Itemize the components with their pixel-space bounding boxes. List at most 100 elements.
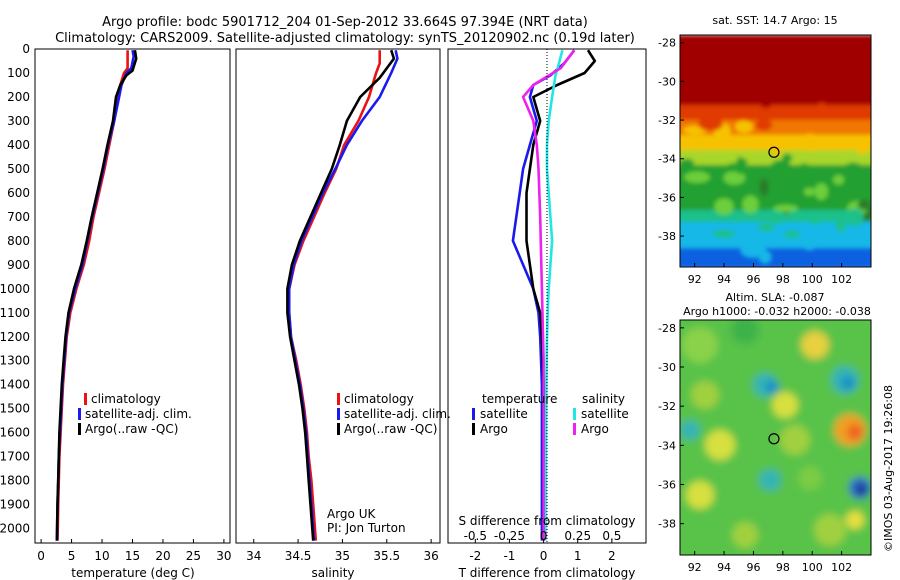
depth-tick-label: 1300 [0, 354, 30, 368]
s-diff-tick-label: 0.25 [564, 529, 591, 543]
s-difference-ticks: -0.5 -0.25 0 0.25 0.5 [464, 529, 622, 543]
series-line-argo [521, 49, 576, 541]
sla-eddy [798, 466, 822, 490]
sst-patch [755, 119, 773, 131]
map-x-tick-label: 94 [717, 561, 731, 574]
sst-patch [743, 105, 754, 122]
x-tick-label: 10 [94, 549, 109, 563]
depth-tick-label: 900 [7, 258, 30, 272]
sla-eddy [841, 376, 855, 390]
legend-swatch-s-argo [573, 423, 576, 435]
depth-tick-label: 300 [7, 114, 30, 128]
legend-label-climatology: climatology [344, 392, 414, 406]
map-y-tick-label: -38 [658, 518, 676, 531]
legend-swatch-argo [337, 423, 340, 435]
sst-band [680, 248, 871, 267]
figure-title: Argo profile: bodc 5901712_204 01-Sep-20… [102, 15, 588, 30]
map-y-tick-label: -36 [658, 191, 676, 204]
sla-field [680, 320, 871, 555]
x-tick-label: -1 [503, 549, 515, 563]
series-line-satellite-adj-clim- [55, 49, 135, 541]
sla-eddy [759, 469, 781, 491]
temperature-xticks: 0 5 10 15 20 25 30 [37, 539, 232, 563]
sla-eddy [765, 380, 779, 394]
series-line-satellite-adj-clim- [287, 49, 399, 541]
series-line-satellite [544, 49, 564, 541]
map-x-tick-label: 98 [776, 273, 790, 286]
sst-field [680, 35, 871, 267]
sst-map-frame [679, 34, 872, 268]
salinity-lines [286, 49, 399, 541]
sst-patch [743, 77, 766, 93]
series-line-argo-raw-qc- [286, 49, 396, 541]
series-line-argo [525, 49, 597, 541]
x-tick-label: 35 [335, 549, 350, 563]
difference-axes-frame [447, 48, 647, 544]
sla-eddy [686, 481, 714, 509]
sst-patch [841, 78, 862, 91]
depth-tick-label: 1500 [0, 402, 30, 416]
sla-map-title: Altim. SLA: -0.087 [725, 291, 824, 304]
sst-map-panel: sat. SST: 14.7 Argo: 15 92 94 96 98 100 102 -2… [658, 14, 872, 286]
depth-tick-label: 200 [7, 90, 30, 104]
legend-label-satellite: satellite-adj. clim. [85, 407, 192, 421]
sla-eddy [780, 425, 810, 455]
sst-patch [680, 137, 693, 149]
sst-patch [815, 136, 835, 145]
sst-patch [726, 162, 741, 172]
temperature-panel: 0100200300400500600700800900100011001200… [0, 42, 232, 580]
sst-patch [714, 198, 734, 215]
series-line-climatology [56, 50, 129, 541]
sla-eddy [801, 331, 829, 359]
sst-band [680, 150, 871, 167]
depth-tick-label: 1100 [0, 306, 30, 320]
legend-label-t-satellite: satellite [480, 407, 528, 421]
x-tick-label: 0 [540, 549, 548, 563]
sla-map-panel: Altim. SLA: -0.087 Argo h1000: -0.032 h2… [658, 291, 872, 574]
x-tick-label: 34.5 [285, 549, 312, 563]
x-tick-label: 20 [155, 549, 170, 563]
sst-map-title: sat. SST: 14.7 Argo: 15 [712, 14, 837, 27]
sst-band [680, 165, 871, 212]
sst-patch [773, 204, 798, 212]
map-x-tick-label: 102 [831, 273, 852, 286]
legend-swatch-climatology [337, 393, 340, 405]
legend-header-temperature: temperature [482, 392, 557, 406]
legend-label-s-argo: Argo [581, 422, 609, 436]
depth-tick-labels: 0 100 200 300 400 500 600 700 800 900 1000 1100 1200… [0, 42, 30, 536]
legend-swatch-satellite [78, 408, 81, 420]
sla-eddy [814, 514, 846, 546]
sst-patch [742, 195, 759, 214]
sla-eddy [680, 420, 700, 440]
sst-patch [803, 187, 815, 196]
sla-eddy [705, 430, 735, 460]
sst-patch [738, 158, 748, 166]
sla-map-ticks: 92 94 96 98 100 102 -28 -30 -32 -34 -36 -38 [658, 322, 852, 574]
sla-eddy [772, 392, 798, 418]
sst-patch [832, 174, 845, 185]
s-diff-tick-label: 0 [540, 529, 548, 543]
sst-patch [699, 68, 715, 86]
x-tick-label: 1 [574, 549, 582, 563]
sst-patch [766, 87, 779, 99]
legend-label-argo: Argo(..raw -QC) [344, 422, 437, 436]
sst-patch [802, 79, 829, 94]
map-y-tick-label: -30 [658, 75, 676, 88]
difference-xticks: -2 -1 0 1 2 [469, 539, 616, 563]
sst-patch [841, 139, 860, 147]
sst-patch [857, 199, 871, 210]
series-line-climatology [287, 50, 382, 541]
sst-patch [740, 241, 766, 258]
salinity-legend: climatology satellite-adj. clim. Argo(..… [337, 392, 451, 436]
depth-tick-label: 1200 [0, 330, 30, 344]
sla-eddy [682, 327, 718, 363]
s-diff-tick-label: -0.5 [464, 529, 487, 543]
legend-swatch-s-satellite [573, 408, 576, 420]
sst-patch [691, 61, 700, 74]
temperature-axes-frame [34, 48, 231, 544]
s-diff-tick-label: -0.25 [494, 529, 525, 543]
sst-patch [680, 158, 695, 167]
temperature-lines [55, 49, 138, 541]
sla-map-frame [679, 319, 872, 556]
depth-tick-label: 2000 [0, 522, 30, 536]
